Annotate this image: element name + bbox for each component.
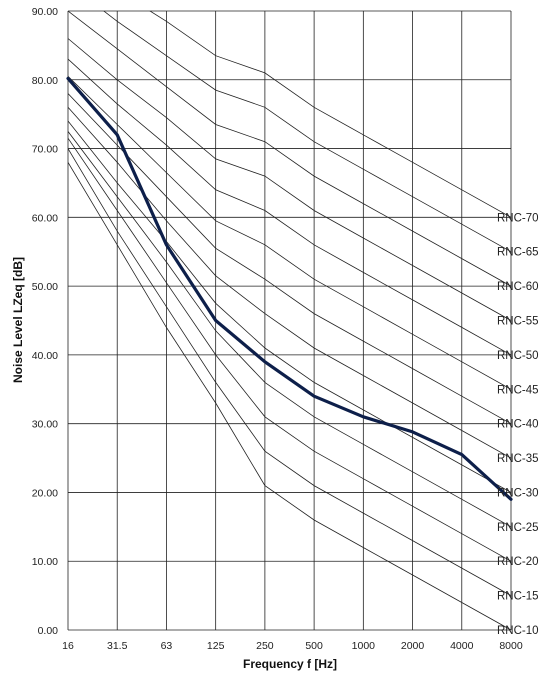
curve-label-rnc-30: RNC-30: [497, 487, 539, 499]
y-tick-label: 50.00: [32, 281, 58, 293]
y-tick-label: 0.00: [38, 625, 59, 637]
curve-rnc-25: [68, 131, 511, 528]
curve-label-rnc-45: RNC-45: [497, 384, 539, 396]
curve-label-rnc-65: RNC-65: [497, 247, 539, 259]
curve-label-rnc-55: RNC-55: [497, 316, 539, 328]
curve-rnc-40: [68, 93, 511, 425]
axis-ticks: 16 31.5 63 125 250 500 1000 2000 4000 8000 0.00 10.…: [32, 6, 523, 652]
curve-label-rnc-35: RNC-35: [497, 453, 539, 465]
curve-label-rnc-15: RNC-15: [497, 591, 539, 603]
curve-labels: RNC-10 RNC-15 RNC-20 RNC-25 RNC-30 RNC-35 RNC-…: [497, 212, 539, 637]
y-tick-label: 40.00: [32, 350, 58, 362]
rnc-criteria-curves: [68, 11, 511, 630]
curve-rnc-55: [68, 38, 511, 321]
curve-label-rnc-70: RNC-70: [497, 212, 539, 224]
curve-rnc-30: [68, 120, 511, 493]
x-tick-label: 31.5: [107, 640, 128, 652]
curve-label-rnc-10: RNC-10: [497, 625, 539, 637]
x-axis-title: Frequency f [Hz]: [243, 657, 337, 671]
curve-rnc-10: [68, 162, 511, 630]
curve-label-rnc-60: RNC-60: [497, 281, 539, 293]
x-tick-label: 16: [62, 640, 74, 652]
y-tick-label: 20.00: [32, 487, 58, 499]
curve-label-rnc-25: RNC-25: [497, 522, 539, 534]
curve-label-rnc-50: RNC-50: [497, 350, 539, 362]
curve-rnc-50: [68, 58, 511, 356]
measured-series-line: [66, 76, 513, 501]
measured-series: [66, 76, 513, 501]
curve-rnc-35: [68, 107, 511, 459]
curve-label-rnc-20: RNC-20: [497, 556, 539, 568]
x-tick-label: 4000: [450, 640, 474, 652]
x-tick-label: 500: [305, 640, 323, 652]
y-tick-label: 80.00: [32, 75, 58, 87]
curve-rnc-45: [68, 76, 511, 390]
y-tick-label: 70.00: [32, 144, 58, 156]
y-tick-label: 10.00: [32, 556, 58, 568]
curve-rnc-65: [103, 11, 511, 253]
curve-rnc-60: [68, 11, 511, 287]
curve-label-rnc-40: RNC-40: [497, 419, 539, 431]
grid-lines: [67, 10, 512, 631]
curve-rnc-70: [149, 11, 511, 218]
x-tick-label: 250: [256, 640, 274, 652]
y-tick-label: 60.00: [32, 212, 58, 224]
x-tick-label: 1000: [352, 640, 376, 652]
y-tick-label: 90.00: [32, 6, 58, 18]
x-tick-label: 125: [207, 640, 225, 652]
x-tick-label: 63: [161, 640, 173, 652]
curve-rnc-15: [68, 148, 511, 596]
x-tick-label: 2000: [401, 640, 425, 652]
x-tick-label: 8000: [499, 640, 523, 652]
curve-rnc-20: [68, 137, 511, 562]
y-axis-title: Noise Level LZeq [dB]: [11, 257, 25, 383]
y-tick-label: 30.00: [32, 419, 58, 431]
